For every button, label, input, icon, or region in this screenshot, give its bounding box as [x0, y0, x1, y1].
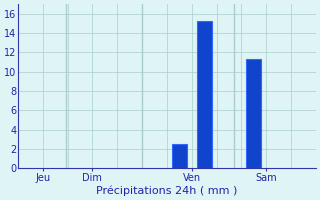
Bar: [172, 144, 187, 168]
Bar: [246, 59, 261, 168]
Bar: [197, 21, 212, 168]
X-axis label: Précipitations 24h ( mm ): Précipitations 24h ( mm ): [96, 185, 237, 196]
